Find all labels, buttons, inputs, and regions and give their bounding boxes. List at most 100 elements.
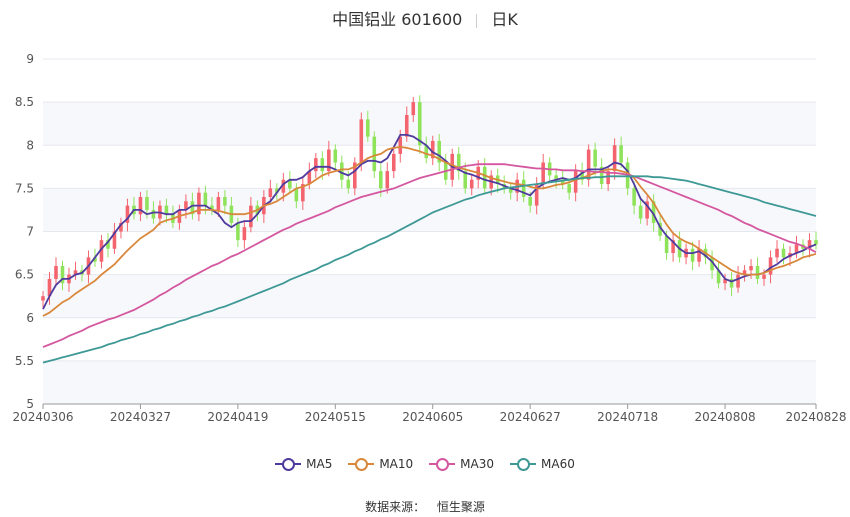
legend: MA5 MA10 MA30 MA60 bbox=[0, 457, 850, 474]
candle bbox=[697, 240, 701, 267]
candle-body bbox=[372, 136, 377, 172]
plot-band bbox=[43, 188, 816, 232]
candle bbox=[268, 179, 273, 203]
candle bbox=[690, 241, 695, 271]
candle bbox=[755, 257, 760, 285]
candle bbox=[411, 96, 416, 122]
candle-body bbox=[528, 197, 532, 206]
candle-body bbox=[398, 136, 403, 154]
candle-body bbox=[378, 171, 383, 189]
candle-body bbox=[346, 179, 351, 189]
candle bbox=[242, 220, 247, 249]
x-tick-label: 20240605 bbox=[402, 410, 463, 424]
candle-body bbox=[690, 248, 695, 262]
candle-body bbox=[755, 266, 760, 279]
candle-body bbox=[216, 197, 221, 210]
candle bbox=[249, 197, 253, 233]
candle-body bbox=[249, 205, 253, 228]
candle-body bbox=[197, 192, 201, 215]
legend-label: MA5 bbox=[306, 457, 333, 471]
y-tick-label: 6 bbox=[26, 311, 34, 325]
candle bbox=[366, 110, 370, 142]
candle-body bbox=[164, 205, 169, 215]
y-tick-label: 7 bbox=[26, 225, 34, 239]
candle bbox=[385, 162, 390, 194]
candle-body bbox=[301, 184, 305, 202]
candle bbox=[710, 250, 714, 279]
candle bbox=[723, 273, 727, 291]
candle-body bbox=[775, 248, 779, 258]
candle bbox=[216, 191, 221, 217]
candle-body bbox=[151, 209, 156, 219]
candle-body bbox=[534, 184, 539, 206]
candle-body bbox=[242, 227, 247, 241]
candle bbox=[417, 95, 422, 154]
x-tick-label: 20240808 bbox=[695, 410, 756, 424]
candle-body bbox=[781, 248, 786, 258]
series-line-ma60 bbox=[42, 175, 817, 364]
candle bbox=[619, 136, 623, 168]
plot-band bbox=[43, 145, 816, 189]
candle bbox=[288, 171, 292, 194]
candle-body bbox=[125, 205, 130, 223]
candle-body bbox=[463, 171, 468, 189]
legend-item-ma60[interactable]: MA60 bbox=[510, 457, 575, 471]
candle-body bbox=[651, 201, 656, 223]
candle bbox=[60, 260, 65, 291]
x-axis: 20240306 20240327 20240419 20240515 20240605… bbox=[12, 403, 847, 424]
source-label: 数据来源： bbox=[365, 500, 426, 514]
legend-marker-icon bbox=[275, 457, 302, 471]
candle bbox=[430, 135, 435, 166]
candle-body bbox=[437, 140, 442, 163]
candle-body bbox=[145, 197, 149, 210]
y-tick-label: 9 bbox=[26, 52, 34, 66]
legend-item-ma5[interactable]: MA5 bbox=[275, 457, 332, 471]
candle bbox=[47, 272, 52, 305]
candle-body bbox=[411, 102, 416, 116]
candle bbox=[671, 233, 675, 262]
candle-body bbox=[580, 171, 584, 180]
legend-item-ma30[interactable]: MA30 bbox=[429, 457, 494, 471]
candle bbox=[586, 144, 591, 187]
candle bbox=[359, 112, 364, 172]
candle-body bbox=[554, 175, 558, 180]
x-tick-label: 20240327 bbox=[110, 410, 171, 424]
y-axis: 5 5.5 6 6.5 7 7.5 8 8.5 9 bbox=[15, 52, 34, 411]
candle-body bbox=[236, 222, 240, 241]
candle-body bbox=[593, 149, 597, 167]
candle bbox=[223, 190, 227, 215]
candle bbox=[807, 233, 812, 258]
candle-body bbox=[307, 171, 312, 185]
plot-band bbox=[43, 360, 816, 404]
candle-body bbox=[794, 244, 799, 254]
candle-body bbox=[93, 257, 97, 262]
legend-label: MA10 bbox=[379, 457, 414, 471]
y-tick-label: 5.5 bbox=[15, 354, 34, 368]
candle bbox=[814, 231, 818, 250]
candle bbox=[210, 197, 214, 216]
candle bbox=[508, 183, 513, 200]
x-tick-label: 20240419 bbox=[207, 410, 268, 424]
candle-body bbox=[430, 140, 435, 159]
grid-lines bbox=[43, 58, 816, 405]
legend-item-ma10[interactable]: MA10 bbox=[348, 457, 413, 471]
candle bbox=[112, 222, 117, 254]
candle-body bbox=[333, 149, 338, 163]
candle-body bbox=[223, 197, 227, 206]
legend-label: MA60 bbox=[541, 457, 575, 471]
candle bbox=[599, 158, 604, 190]
candle-body bbox=[521, 179, 526, 197]
y-tick-label: 8 bbox=[26, 138, 34, 152]
candle bbox=[119, 217, 123, 239]
candle bbox=[294, 183, 299, 209]
candle bbox=[404, 106, 409, 142]
candle-body bbox=[768, 257, 773, 275]
candle-body bbox=[612, 145, 617, 172]
candle-body bbox=[638, 205, 643, 219]
candle-body bbox=[54, 266, 58, 279]
candle bbox=[41, 291, 45, 308]
candle-body bbox=[417, 102, 422, 146]
candle-body bbox=[424, 145, 429, 159]
